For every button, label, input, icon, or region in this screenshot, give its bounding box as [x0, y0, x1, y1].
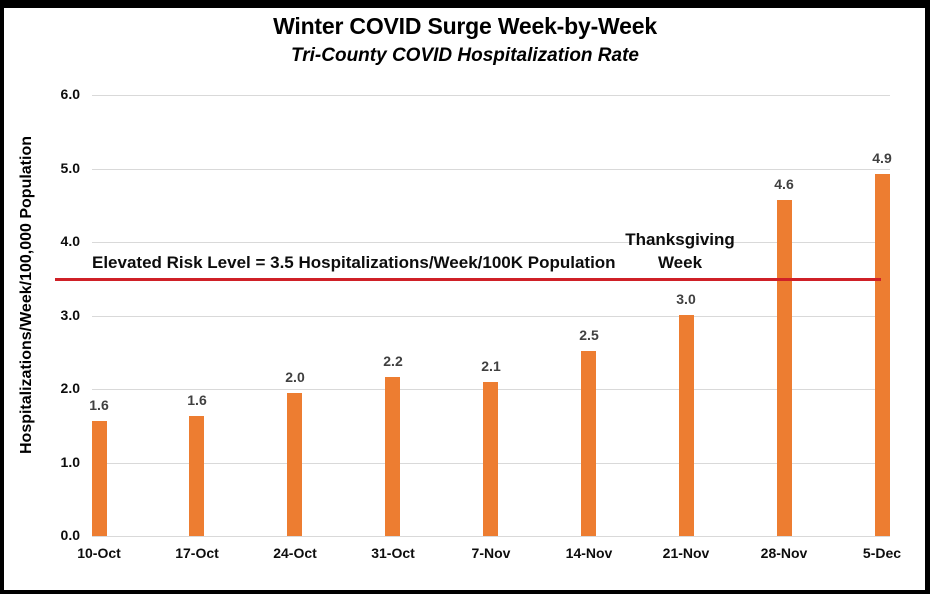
y-tick-label: 5.0: [60, 160, 80, 176]
bar-24-Oct: [287, 393, 302, 536]
bar-value-label: 1.6: [89, 397, 109, 413]
x-tick-label: 31-Oct: [371, 545, 415, 561]
x-tick-label: 17-Oct: [175, 545, 219, 561]
bar-value-label: 2.1: [481, 358, 501, 374]
bar-value-label: 2.0: [285, 369, 305, 385]
x-tick-label: 10-Oct: [77, 545, 121, 561]
bar-value-label: 3.0: [676, 291, 696, 307]
bar-value-label: 2.5: [579, 327, 599, 343]
bar-14-Nov: [581, 351, 596, 536]
bar-28-Nov: [777, 200, 792, 536]
gridline: [92, 95, 890, 96]
bar-31-Oct: [385, 377, 400, 536]
gridline: [92, 536, 890, 537]
bar-5-Dec: [875, 174, 890, 536]
x-tick-label: 7-Nov: [471, 545, 511, 561]
bar-value-label: 1.6: [187, 392, 207, 408]
gridline: [92, 242, 890, 243]
bar-10-Oct: [92, 421, 107, 536]
y-tick-label: 6.0: [60, 86, 80, 102]
bar-17-Oct: [189, 416, 204, 536]
x-tick-label: 14-Nov: [565, 545, 613, 561]
y-tick-label: 2.0: [60, 380, 80, 396]
bar-value-label: 4.6: [774, 176, 794, 192]
bar-21-Nov: [679, 315, 694, 536]
x-tick-label: 5-Dec: [862, 545, 902, 561]
y-axis-title: Hospitalizations/Week/100,000 Population: [18, 135, 35, 455]
x-tick-label: 21-Nov: [662, 545, 710, 561]
y-tick-label: 4.0: [60, 233, 80, 249]
x-tick-label: 24-Oct: [273, 545, 317, 561]
x-tick-label: 28-Nov: [760, 545, 808, 561]
gridline: [92, 169, 890, 170]
chart-title: Winter COVID Surge Week-by-Week: [273, 13, 657, 39]
y-tick-label: 1.0: [60, 454, 80, 470]
gridline: [92, 316, 890, 317]
threshold-line-label: Elevated Risk Level = 3.5 Hospitalizatio…: [92, 253, 616, 272]
annotation-line: Thanksgiving: [625, 230, 735, 249]
bar-value-label: 4.9: [872, 150, 892, 166]
bar-7-Nov: [483, 382, 498, 536]
y-tick-label: 3.0: [60, 307, 80, 323]
y-tick-label: 0.0: [60, 527, 80, 543]
thanksgiving-week-annotation: Thanksgiving Week: [590, 228, 770, 274]
bar-value-label: 2.2: [383, 353, 403, 369]
chart-subtitle: Tri-County COVID Hospitalization Rate: [290, 45, 639, 66]
threshold-line: [55, 278, 881, 281]
annotation-line: Week: [657, 253, 703, 272]
